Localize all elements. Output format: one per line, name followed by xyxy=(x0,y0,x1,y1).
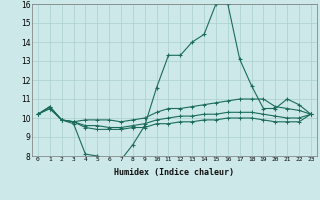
X-axis label: Humidex (Indice chaleur): Humidex (Indice chaleur) xyxy=(115,168,234,177)
